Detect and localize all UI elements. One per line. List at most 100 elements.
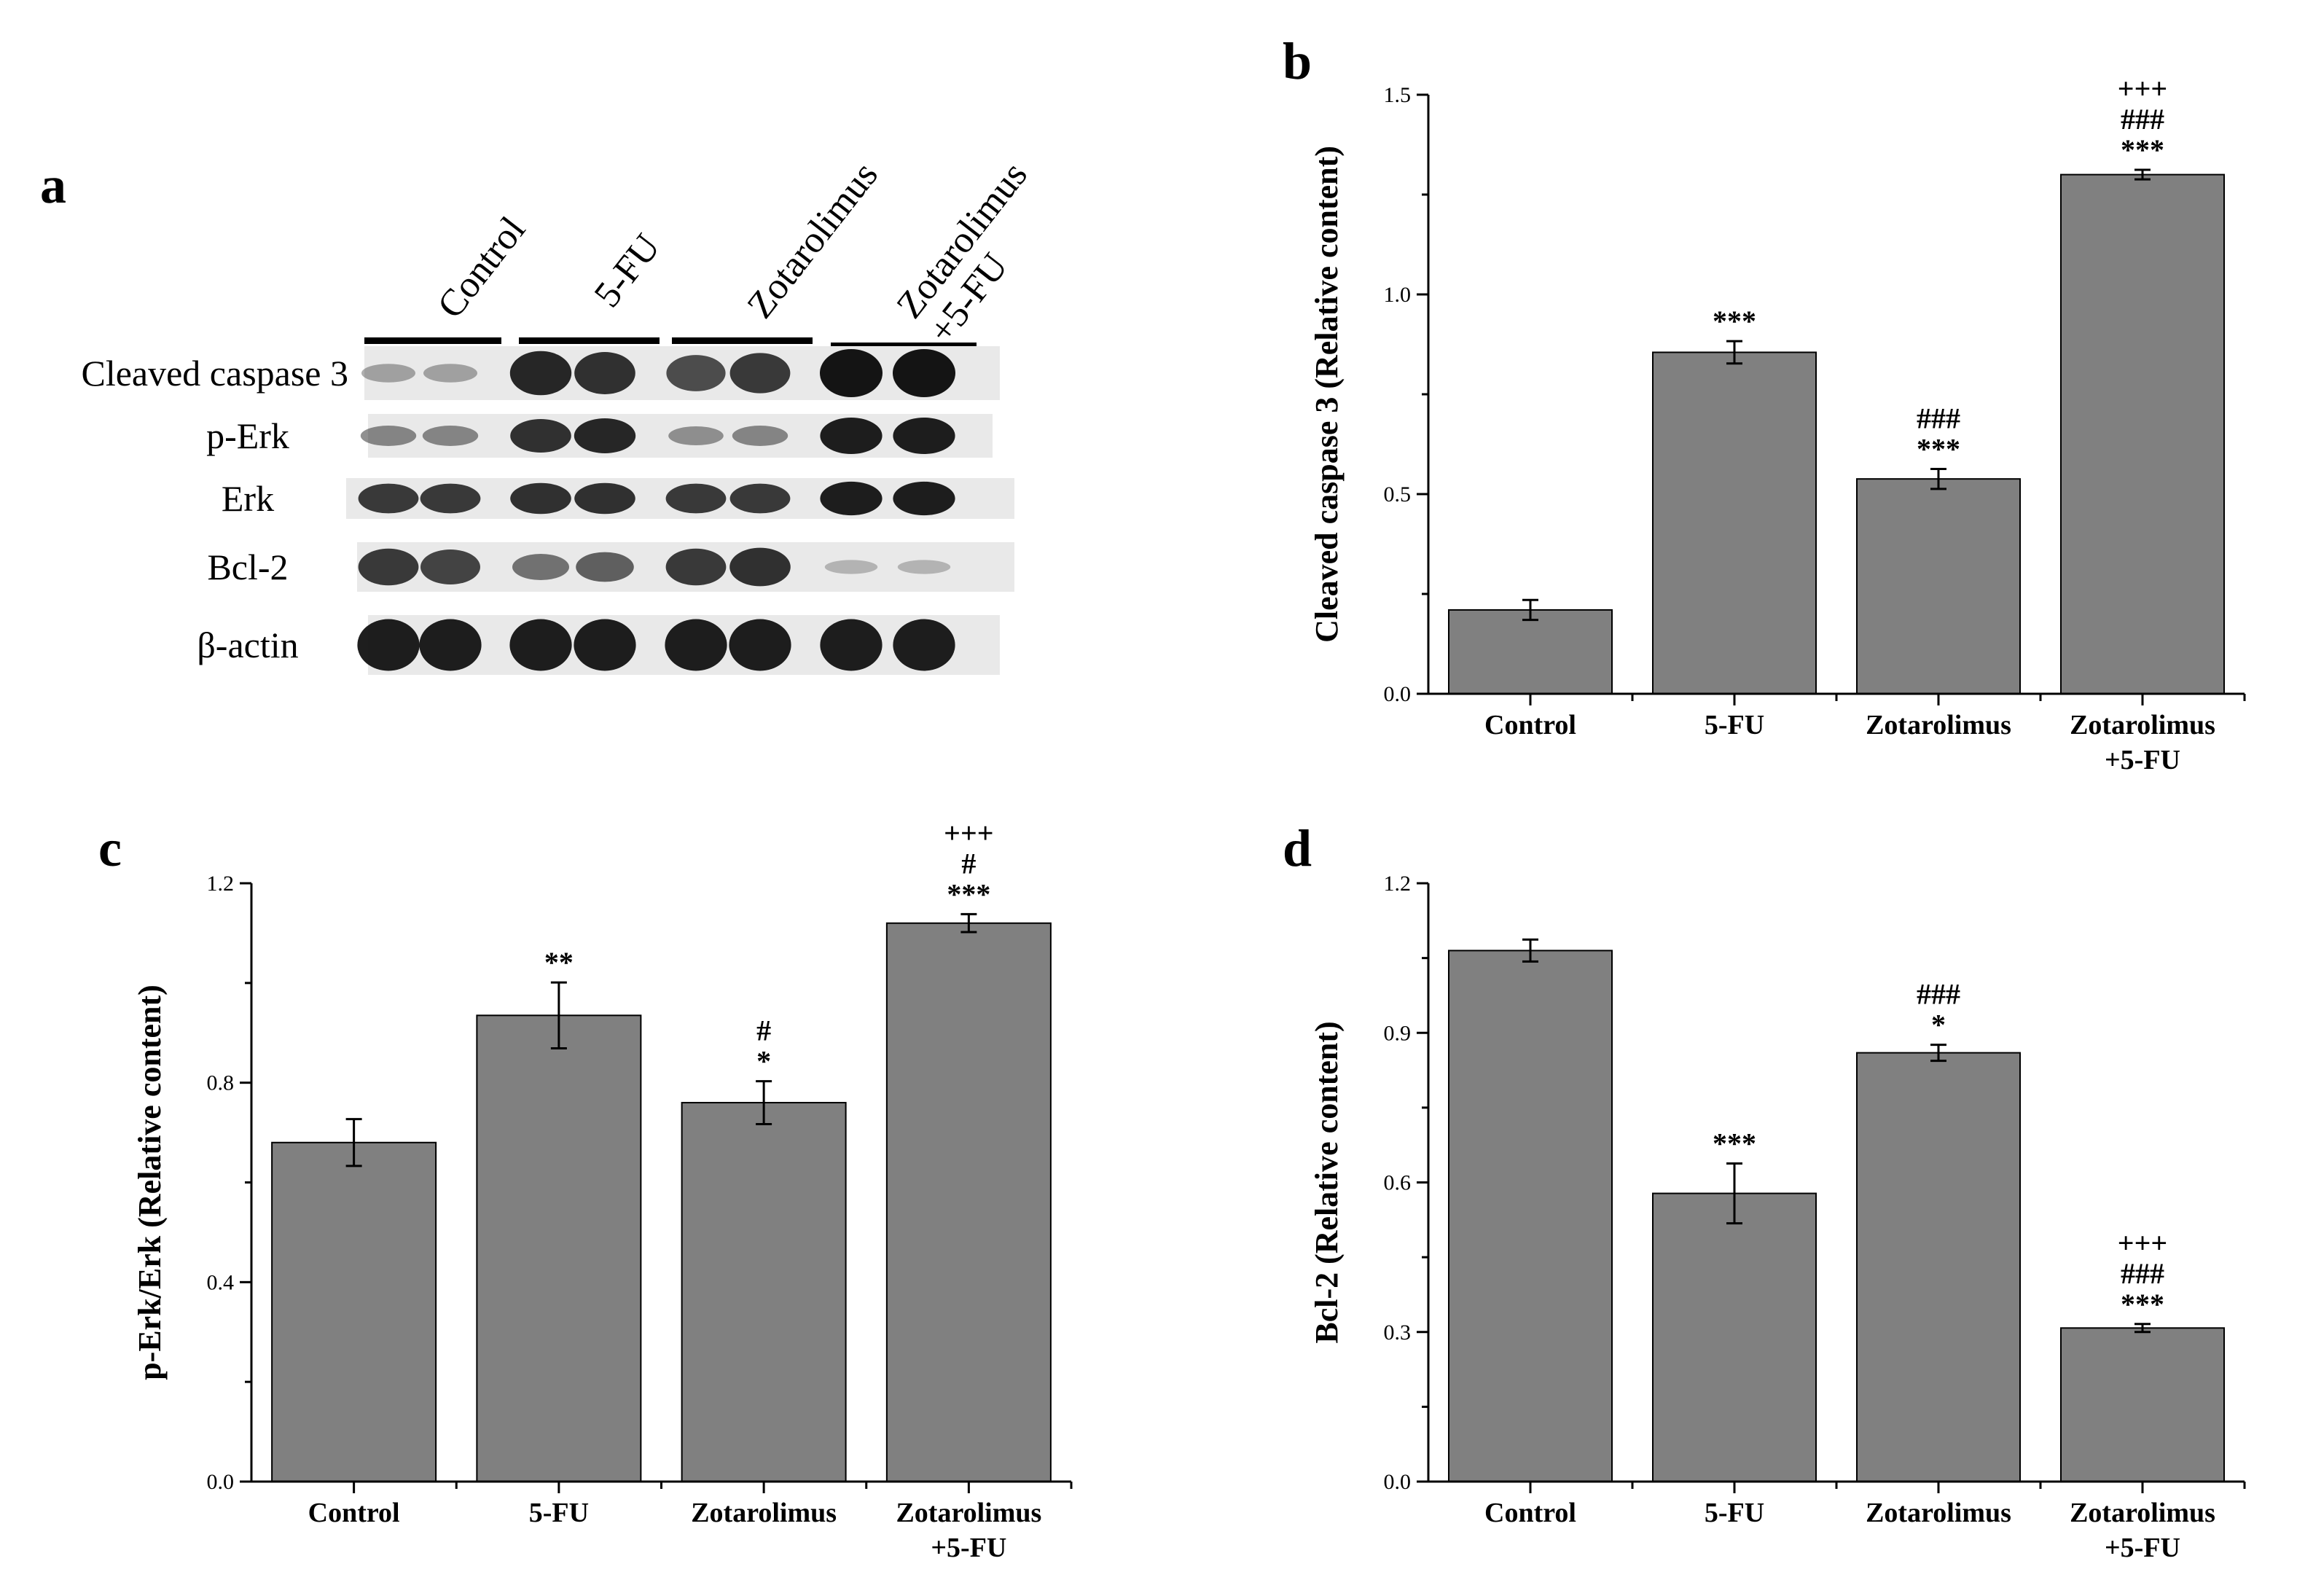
x-tick-label: 5-FU [1705,1498,1764,1528]
significance-label: ### [2121,1257,2164,1290]
significance-label: +++ [2118,72,2167,105]
error-bar-zotarolimus [756,1080,772,1125]
protein-band [574,619,636,671]
y-tick-label: 0.3 [1384,1321,1412,1345]
protein-band [358,548,419,586]
group-label-5-fu: 5-FU [587,227,669,316]
protein-band [358,483,419,514]
blot-strip [368,414,993,458]
bar-5-fu [1652,1192,1817,1482]
y-tick-label: 0.5 [1384,482,1412,506]
blot-row-cleaved-caspase-3: Cleaved caspase 3 [81,346,1000,400]
significance-label: *** [1713,305,1756,337]
significance-label: *** [2121,1288,2164,1321]
protein-band [574,418,636,453]
blot-row-p-erk: p-Erk [206,414,993,458]
significance-label: *** [1713,1127,1756,1160]
error-bar-control [345,1118,362,1167]
significance-label: +++ [2118,1227,2167,1259]
y-tick-label: 0.0 [1384,682,1412,706]
panel-letter-d: d [1283,819,1312,877]
protein-band [510,419,571,453]
x-tick-label: 5-FU [1705,710,1764,740]
protein-band [666,355,726,391]
group-label-zotarolimus: Zotarolimus [740,154,886,326]
bar-5-fu [1652,351,1817,695]
protein-band [357,619,420,671]
error-bar-5-fu [1726,1162,1742,1225]
panel-letter-a: a [40,156,66,214]
significance-label: ** [544,946,574,979]
chart-bcl-2: Control***5-FU###*Zotarolimus+++###***Zo… [1309,872,2246,1563]
protein-band [897,560,951,574]
y-tick-label: 0.0 [207,1470,235,1494]
y-axis-title: Bcl-2 (Relative content) [1309,1021,1345,1343]
protein-band [510,482,571,515]
error-bar-control [1522,938,1538,963]
bar-zotarolimus [681,1102,847,1482]
error-bar-zotarolimus-5-fu [2134,1323,2151,1334]
bar-control [1448,950,1613,1483]
protein-band [509,351,572,396]
protein-band [893,418,955,454]
group-label-zotarolimus-5-fu: Zotarolimus+5-FU [889,154,1068,351]
x-tick-label: Control [308,1498,400,1528]
y-tick-label: 0.6 [1384,1171,1412,1195]
group-underline [364,337,501,344]
bar-5-fu [476,1014,642,1483]
row-label: p-Erk [206,415,289,456]
y-tick-label: 0.0 [1384,1470,1412,1494]
bar-zotarolimus-5-fu [2060,1327,2225,1482]
blot-row-erk: Erk [222,478,1014,519]
x-tick-label: 5-FU [529,1498,589,1528]
x-tick-label: Zotarolimus +5-FU [896,1498,1041,1563]
protein-band [665,548,727,586]
blot-row-actin: β-actin [197,615,1000,675]
significance-label: # [756,1014,771,1047]
bar-control [271,1141,437,1483]
significance-label: # [961,847,976,880]
protein-band [729,547,791,587]
protein-band [893,619,955,671]
protein-band [729,483,791,514]
chart-cleaved-caspase-3: Control***5-FU###***Zotarolimus+++###***… [1309,72,2246,775]
row-label: β-actin [197,625,298,665]
protein-band [420,483,481,514]
protein-band [512,554,569,580]
protein-band [574,352,635,394]
protein-band [576,552,634,582]
protein-band [893,349,955,397]
significance-label: * [756,1045,771,1078]
x-tick-label: Zotarolimus [691,1498,837,1528]
group-label-control: Control [430,209,534,326]
protein-band [574,482,635,515]
group-underline [672,337,813,344]
panel-letter-c: c [98,819,122,877]
error-bar-zotarolimus [1930,467,1946,490]
bar-zotarolimus [1856,478,2021,695]
row-label: Bcl-2 [207,547,288,587]
protein-band [820,349,883,397]
protein-band [419,619,482,671]
significance-label: *** [1917,432,1960,465]
x-tick-label: Zotarolimus +5-FU [2070,710,2215,775]
significance-label: ### [1917,978,1960,1011]
significance-label: *** [2121,133,2164,166]
error-bar-5-fu [1726,340,1742,365]
error-bar-5-fu [550,981,567,1049]
x-tick-label: Zotarolimus +5-FU [2070,1498,2215,1563]
protein-band [360,426,417,446]
x-tick-label: Zotarolimus [1866,1498,2011,1528]
y-tick-label: 1.2 [1384,872,1412,896]
row-label: Cleaved caspase 3 [81,353,348,394]
y-tick-label: 1.5 [1384,83,1412,107]
bar-control [1448,609,1613,695]
error-bar-control [1522,598,1538,622]
protein-band [820,418,883,454]
error-bar-zotarolimus-5-fu [960,912,977,934]
protein-band [824,560,878,574]
row-label: Erk [222,478,274,519]
protein-band [820,481,883,516]
x-tick-label: Control [1484,710,1576,740]
group-underline [519,337,660,344]
